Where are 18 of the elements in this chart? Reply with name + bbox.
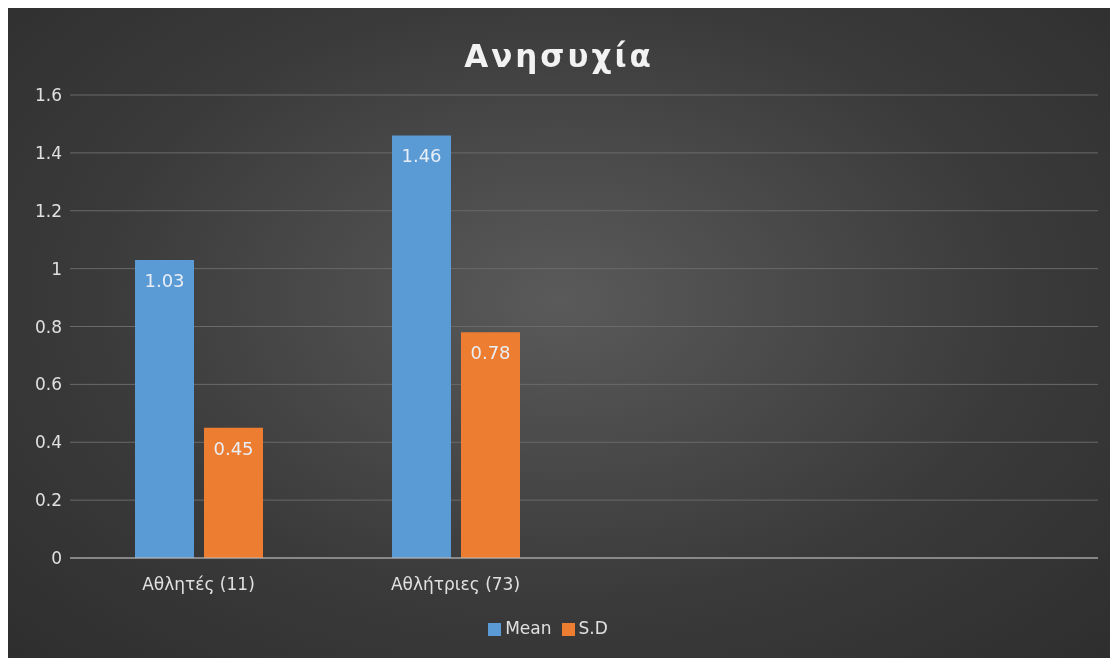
data-label: 1.03: [144, 269, 185, 291]
legend-label: Mean: [505, 618, 552, 638]
chart-title: Ανησυχία: [463, 38, 655, 74]
data-label: 1.46: [401, 145, 442, 167]
y-tick-label: 0.4: [34, 432, 62, 453]
y-tick-label: 0.8: [34, 316, 62, 337]
data-label: 0.45: [213, 437, 254, 459]
x-tick-label: Αθλητές (11): [142, 574, 255, 595]
y-tick-label: 1.2: [34, 200, 62, 221]
y-tick-label: 1.4: [34, 142, 62, 163]
y-tick-label: 0.2: [34, 490, 62, 511]
y-tick-label: 1.6: [34, 85, 62, 106]
y-tick-label: 0: [51, 548, 62, 569]
y-tick-label: 0.6: [34, 374, 62, 395]
x-tick-label: Αθλήτριες (73): [390, 574, 521, 595]
y-tick-label: 1: [51, 258, 62, 279]
data-label: 0.78: [470, 342, 511, 364]
legend-label: S.D: [578, 618, 608, 638]
